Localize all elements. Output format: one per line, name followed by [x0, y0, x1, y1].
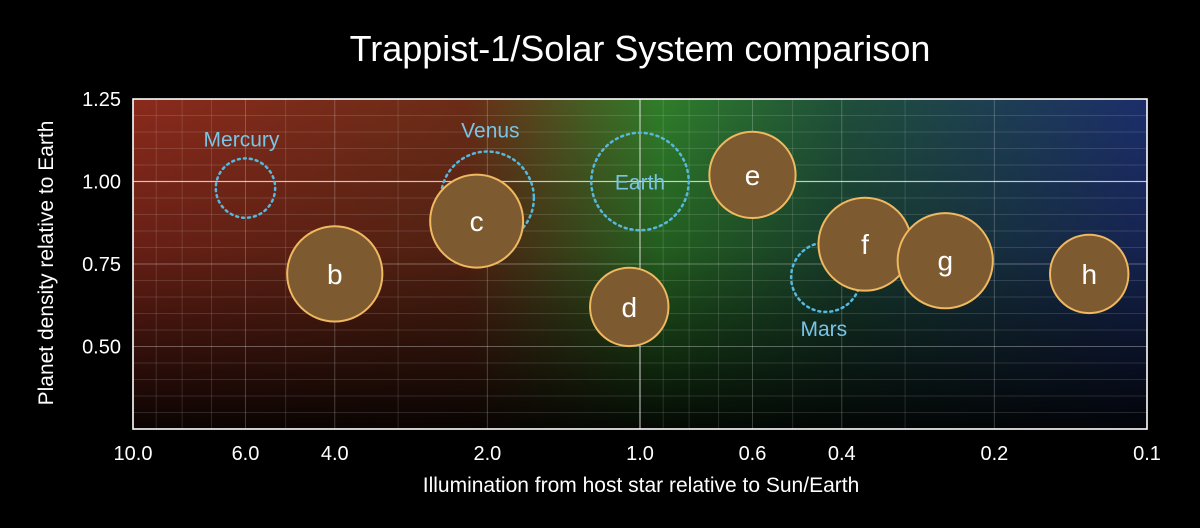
solar-planet-marker	[214, 157, 277, 220]
x-tick-label: 0.6	[739, 443, 767, 465]
x-axis-label: Illumination from host star relative to …	[423, 474, 860, 497]
x-tick-label: 10.0	[114, 443, 153, 465]
solar-planet-label: Earth	[615, 172, 665, 195]
solar-planet-label: Venus	[461, 120, 519, 143]
y-tick-label: 1.25	[82, 89, 121, 111]
trappist-planet-label: g	[937, 246, 953, 277]
x-tick-label: 6.0	[232, 443, 260, 465]
solar-planet-label: Mars	[800, 318, 847, 341]
solar-system-markers: Mercury Venus Earth Mars	[204, 120, 862, 341]
y-tick-label: 1.00	[82, 172, 121, 194]
trappist-planet-marker	[429, 173, 525, 269]
trappist-planet-label: c	[470, 206, 484, 237]
trappist-planet-marker	[1049, 233, 1130, 315]
y-tick-label: 0.50	[82, 337, 121, 359]
solar-planet-marker	[590, 131, 690, 232]
x-tick-label: 0.4	[828, 443, 856, 465]
grid-lines	[132, 98, 1148, 430]
trappist-planet-marker	[896, 212, 994, 310]
solar-planet-label: Mercury	[204, 128, 280, 151]
trappist-planet-label: h	[1081, 259, 1097, 290]
plot-frame	[132, 98, 1148, 430]
trappist-planet-label: d	[621, 292, 637, 323]
trappist-planet-marker	[286, 225, 384, 323]
trappist-markers: b c d e f g h	[286, 130, 1130, 348]
axis-ticks: 10.0 6.0 4.0 2.0 1.0 0.6 0.4 0.2 0.1 0.50 0.75 1.00…	[82, 89, 1161, 465]
y-tick-label: 0.75	[82, 254, 121, 276]
y-axis-label: Planet density relative to Earth	[35, 121, 58, 406]
x-tick-label: 2.0	[473, 443, 501, 465]
trappist-planet-marker	[708, 130, 797, 220]
trappist-planet-label: b	[327, 259, 343, 290]
chart-title: Trappist-1/Solar System comparison	[349, 28, 931, 69]
trappist-planet-marker	[589, 266, 670, 348]
trappist-planet-label: e	[745, 160, 761, 191]
x-tick-label: 4.0	[321, 443, 349, 465]
x-tick-label: 0.2	[980, 443, 1008, 465]
x-tick-label: 1.0	[626, 443, 654, 465]
x-tick-label: 0.1	[1133, 443, 1161, 465]
trappist-planet-label: f	[861, 229, 869, 260]
